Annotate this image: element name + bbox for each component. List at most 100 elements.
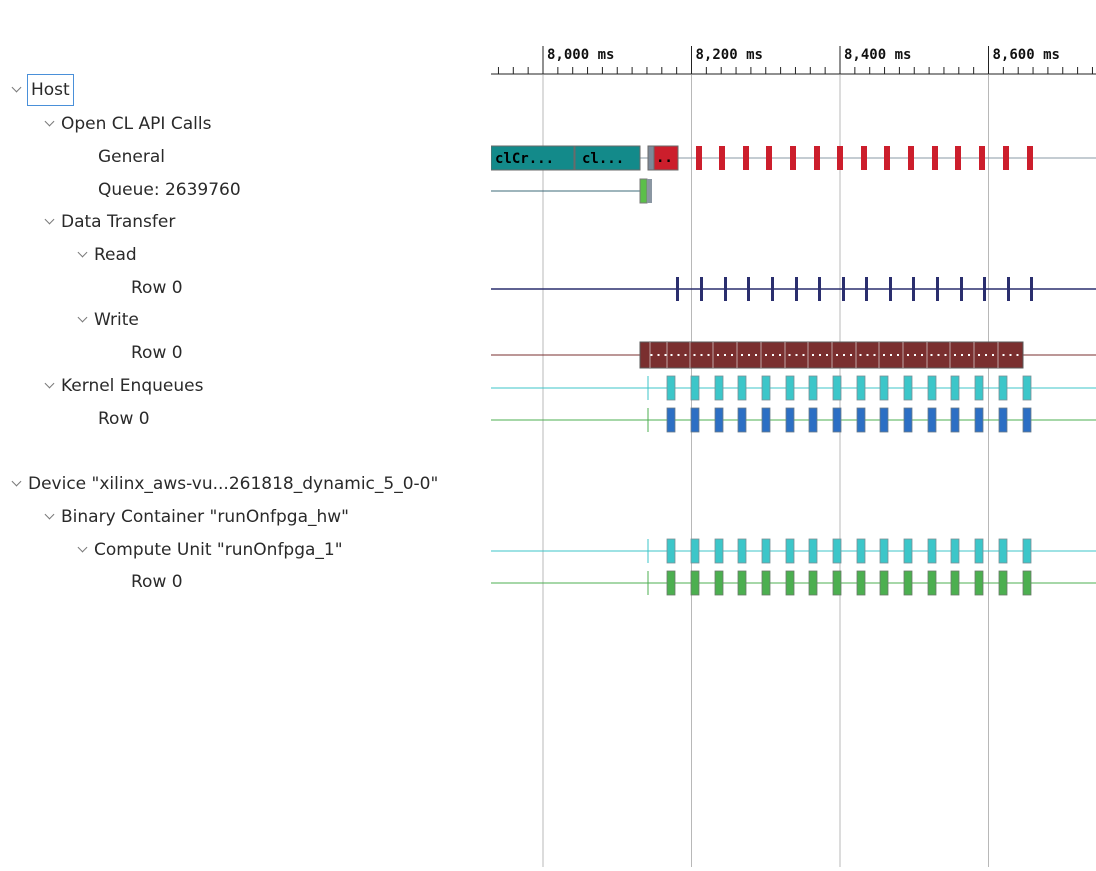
compute-unit-bar <box>690 538 700 564</box>
tree-row-kernel-row0[interactable]: Row 0 <box>74 406 150 432</box>
tree-row-kernel[interactable]: Kernel Enqueues <box>41 373 203 399</box>
api-call-bar <box>884 146 890 170</box>
write-segment-dot <box>836 354 838 356</box>
write-segment-dot <box>812 354 814 356</box>
read-transfer-mark <box>818 277 821 301</box>
chevron-down-icon[interactable] <box>74 242 94 268</box>
api-call-bar <box>908 146 914 170</box>
kernel-enqueue-bar <box>998 375 1008 401</box>
api-call-bar-label: clCr... <box>495 151 554 167</box>
kernel-enqueue-bar <box>856 407 866 433</box>
write-segment-dot <box>826 354 828 356</box>
kernel-enqueue-bar <box>879 375 889 401</box>
tree-row-cu-row0[interactable]: Row 0 <box>107 569 183 595</box>
read-transfer-mark <box>771 277 774 301</box>
write-segment-dot <box>670 354 673 356</box>
chevron-down-icon[interactable] <box>41 111 61 137</box>
kernel-enqueue-bar <box>714 375 724 401</box>
compute-unit-bar <box>879 570 889 596</box>
tree-label: General <box>98 147 165 167</box>
write-segment-dot <box>944 354 947 356</box>
read-transfer-mark <box>889 277 892 301</box>
compute-unit-bar <box>903 570 913 596</box>
chevron-down-icon[interactable] <box>74 537 94 563</box>
write-segment-dot <box>1002 354 1005 356</box>
kernel-enqueue-bar <box>690 407 700 433</box>
tree-label: Kernel Enqueues <box>61 376 204 396</box>
tree-label: Binary Container "runOnfpga_hw" <box>61 507 350 527</box>
compute-unit-bar <box>761 570 771 596</box>
kernel-enqueue-bar <box>832 375 842 401</box>
write-segment-dot <box>684 354 687 356</box>
queue-bar <box>647 179 652 203</box>
compute-unit-bar <box>737 570 747 596</box>
write-segment-dot <box>859 354 862 356</box>
write-segment-dot <box>693 354 696 356</box>
chevron-down-icon[interactable] <box>41 504 61 530</box>
ruler-tick-label: 8,200 ms <box>696 47 763 63</box>
kernel-enqueue-bar <box>1022 375 1032 401</box>
kernel-enqueue-bar <box>785 375 795 401</box>
tree-row-opencl[interactable]: Open CL API Calls <box>41 111 211 137</box>
compute-unit-bar <box>737 538 747 564</box>
write-segment-dot <box>866 354 869 356</box>
tree-row-read[interactable]: Read <box>74 242 137 268</box>
kernel-enqueue-bar <box>1022 407 1032 433</box>
tree-row-write[interactable]: Write <box>74 307 139 333</box>
chevron-down-icon[interactable] <box>41 209 61 235</box>
timeline-tree-panel: Host Open CL API Calls General Queue: 26397… <box>0 0 490 867</box>
kernel-enqueue-bar <box>666 375 676 401</box>
chevron-down-icon[interactable] <box>8 77 28 103</box>
tree-row-device[interactable]: Device "xilinx_aws-vu...261818_dynamic_5… <box>8 471 438 497</box>
write-segment-dot <box>755 354 757 356</box>
api-call-bar <box>766 146 772 170</box>
compute-unit-bar <box>950 538 960 564</box>
chevron-down-icon[interactable] <box>41 373 61 399</box>
write-segment-dot <box>985 354 987 356</box>
api-call-bar <box>647 145 655 171</box>
write-segment-dot <box>850 354 852 356</box>
compute-unit-bar <box>714 570 724 596</box>
kernel-enqueue-bar <box>879 407 889 433</box>
compute-unit-bar <box>927 538 937 564</box>
api-call-bar <box>719 146 725 170</box>
compute-unit-bar <box>998 570 1008 596</box>
write-segment-dot <box>890 354 892 356</box>
tree-row-binary[interactable]: Binary Container "runOnfpga_hw" <box>41 504 349 530</box>
kernel-enqueue-bar <box>690 375 700 401</box>
kernel-enqueue-bar <box>856 375 866 401</box>
tree-row-datatransfer[interactable]: Data Transfer <box>41 209 175 235</box>
write-segment-dot <box>657 354 660 356</box>
api-call-bar <box>837 146 843 170</box>
write-segment-dot <box>961 354 963 356</box>
kernel-enqueue-bar <box>950 407 960 433</box>
kernel-enqueue-bar <box>974 407 984 433</box>
tree-row-queue[interactable]: Queue: 2639760 <box>74 177 241 203</box>
write-segment-dot <box>1016 354 1019 356</box>
compute-unit-bar <box>879 538 889 564</box>
kernel-enqueue-bar <box>903 407 913 433</box>
tree-row-host[interactable]: Host <box>8 74 74 106</box>
tree-row-write-row0[interactable]: Row 0 <box>107 340 183 366</box>
write-segment-dot <box>724 354 726 356</box>
write-segment-dot <box>897 354 899 356</box>
tree-row-cu[interactable]: Compute Unit "runOnfpga_1" <box>74 537 343 563</box>
timeline-chart-panel: 8,000 ms 8,200 ms 8,400 ms 8,600 ms clCr... c… <box>490 0 1096 867</box>
api-call-bar <box>955 146 961 170</box>
write-segment-dot <box>802 354 805 356</box>
api-call-bar-label: cl... <box>582 151 624 167</box>
timeline-svg: 8,000 ms 8,200 ms 8,400 ms 8,600 ms clCr... c… <box>490 46 1096 867</box>
tree-row-read-row0[interactable]: Row 0 <box>107 275 183 301</box>
write-segment-dot <box>954 354 956 356</box>
tree-row-general[interactable]: General <box>74 144 165 170</box>
chevron-down-icon[interactable] <box>74 307 94 333</box>
write-segment-dot <box>779 354 781 356</box>
kernel-enqueue-bar <box>903 375 913 401</box>
api-call-bar <box>490 145 575 171</box>
compute-unit-bar <box>808 570 818 596</box>
read-transfer-mark <box>960 277 963 301</box>
read-transfer-mark <box>1007 277 1010 301</box>
chevron-down-icon[interactable] <box>8 471 28 497</box>
read-transfer-mark <box>1030 277 1033 301</box>
compute-unit-bar <box>856 538 866 564</box>
